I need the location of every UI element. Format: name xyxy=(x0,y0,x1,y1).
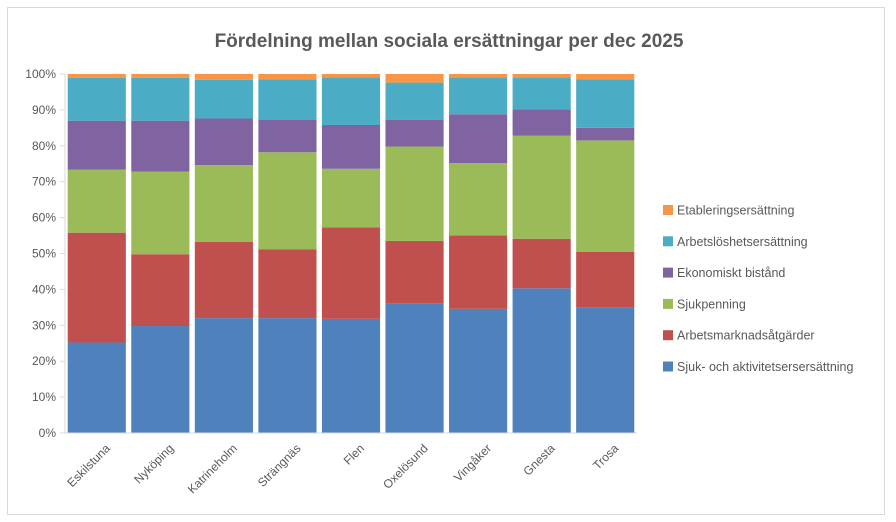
bar-segment-vingåker-4 xyxy=(449,77,508,115)
legend: Etableringsersättning Arbetslöshetsersätt… xyxy=(663,204,854,374)
bar-segment-strängnäs-5 xyxy=(258,74,317,80)
bar-segment-strängnäs-2 xyxy=(258,152,317,250)
bar-segment-trosa-4 xyxy=(576,79,635,128)
bar-segment-oxelösund-3 xyxy=(385,119,444,147)
bar-segment-nyköping-0 xyxy=(131,326,190,433)
bar-segment-nyköping-3 xyxy=(131,120,190,172)
bar-segment-katrineholm-5 xyxy=(194,74,253,80)
bar-segment-eskilstuna-0 xyxy=(67,342,126,433)
bar-segment-strängnäs-3 xyxy=(258,119,317,153)
y-tick-label: 30% xyxy=(32,318,56,332)
y-tick-label: 80% xyxy=(32,139,56,153)
bar-segment-vingåker-2 xyxy=(449,163,508,236)
bar-segment-nyköping-5 xyxy=(131,74,190,78)
bar-segment-gnesta-4 xyxy=(512,77,571,110)
bar-segment-katrineholm-0 xyxy=(194,318,253,433)
legend-label: Sjuk- och aktivitetsersersättning xyxy=(677,360,854,374)
y-tick-label: 20% xyxy=(32,354,56,368)
bar-segment-eskilstuna-1 xyxy=(67,232,126,343)
bar-segment-nyköping-4 xyxy=(131,77,190,121)
legend-swatch xyxy=(663,267,673,278)
y-tick-label: 100% xyxy=(25,67,56,81)
legend-swatch xyxy=(663,205,673,215)
legend-label: Sjukpenning xyxy=(677,297,746,311)
bar-segment-strängnäs-0 xyxy=(258,318,317,433)
y-tick-label: 10% xyxy=(32,390,56,404)
bar-segment-katrineholm-1 xyxy=(194,242,253,319)
bar-segment-gnesta-1 xyxy=(512,238,571,289)
bar-segment-eskilstuna-4 xyxy=(67,77,126,121)
bar-segment-flen-0 xyxy=(321,318,381,433)
bar-segment-vingåker-1 xyxy=(449,235,508,309)
legend-label: Ekonomiskt bistånd xyxy=(677,266,785,280)
bar-segment-eskilstuna-5 xyxy=(67,74,126,78)
bar-segment-flen-1 xyxy=(321,227,381,319)
x-tick-label: Vingåker xyxy=(451,441,494,484)
bar-segment-oxelösund-0 xyxy=(385,303,444,433)
bar-segment-gnesta-5 xyxy=(512,74,571,78)
x-tick-label: Nyköping xyxy=(131,441,176,486)
bars-group xyxy=(67,74,635,433)
x-tick-label: Oxelösund xyxy=(380,441,430,491)
bar-segment-vingåker-0 xyxy=(449,308,508,433)
y-tick-label: 0% xyxy=(39,426,57,440)
x-tick-label: Flen xyxy=(341,441,367,467)
legend-label: Etableringsersättning xyxy=(677,204,794,218)
bar-segment-oxelösund-5 xyxy=(385,74,444,83)
bar-segment-trosa-5 xyxy=(576,74,635,80)
legend-swatch xyxy=(663,330,673,341)
bar-segment-vingåker-3 xyxy=(449,114,508,164)
y-tick-label: 90% xyxy=(32,103,56,117)
bar-segment-oxelösund-4 xyxy=(385,82,444,120)
x-tick-label: Eskilstuna xyxy=(64,441,113,490)
bar-segment-eskilstuna-2 xyxy=(67,169,126,233)
x-tick-label: Trosa xyxy=(590,441,622,473)
x-tick-label: Strängnäs xyxy=(255,441,304,490)
legend-label: Arbetslöshetsersättning xyxy=(677,235,808,249)
bar-segment-nyköping-2 xyxy=(131,171,190,255)
y-tick-label: 50% xyxy=(32,247,56,261)
y-tick-label: 70% xyxy=(32,175,56,189)
legend-swatch xyxy=(663,236,673,247)
bar-segment-trosa-1 xyxy=(576,251,635,308)
y-axis: 0% 10% 20% 30% 40% 50% 60% 70% 80% 90% 100% xyxy=(25,67,66,440)
bar-segment-nyköping-1 xyxy=(131,254,190,327)
bar-segment-oxelösund-1 xyxy=(385,240,444,304)
legend-label: Arbetsmarknadsåtgärder xyxy=(677,329,815,343)
bar-segment-katrineholm-4 xyxy=(194,79,253,119)
bar-segment-katrineholm-2 xyxy=(194,165,253,243)
legend-swatch xyxy=(663,361,673,372)
bar-segment-flen-4 xyxy=(321,77,381,125)
bar-segment-eskilstuna-3 xyxy=(67,120,126,170)
x-tick-label: Katrineholm xyxy=(185,441,240,496)
bar-segment-oxelösund-2 xyxy=(385,146,444,241)
bar-segment-flen-2 xyxy=(321,168,381,228)
bar-segment-flen-5 xyxy=(321,74,381,78)
bar-segment-gnesta-2 xyxy=(512,135,571,239)
bar-segment-flen-3 xyxy=(321,124,381,169)
y-tick-label: 60% xyxy=(32,211,56,225)
chart-title: Fördelning mellan sociala ersättningar p… xyxy=(215,31,684,52)
x-tick-label: Gnesta xyxy=(521,441,558,478)
bar-segment-gnesta-3 xyxy=(512,109,571,136)
bar-segment-gnesta-0 xyxy=(512,288,571,433)
bar-segment-strängnäs-1 xyxy=(258,249,317,319)
bar-segment-trosa-3 xyxy=(576,127,635,141)
bar-segment-trosa-0 xyxy=(576,307,635,433)
bar-segment-katrineholm-3 xyxy=(194,118,253,166)
bar-segment-strängnäs-4 xyxy=(258,79,317,120)
legend-swatch xyxy=(663,298,673,309)
bar-segment-trosa-2 xyxy=(576,140,635,252)
y-tick-label: 40% xyxy=(32,282,56,296)
bar-segment-vingåker-5 xyxy=(449,74,508,78)
x-axis: Eskilstuna Nyköping Katrineholm Strängnäs Fl… xyxy=(64,432,637,496)
